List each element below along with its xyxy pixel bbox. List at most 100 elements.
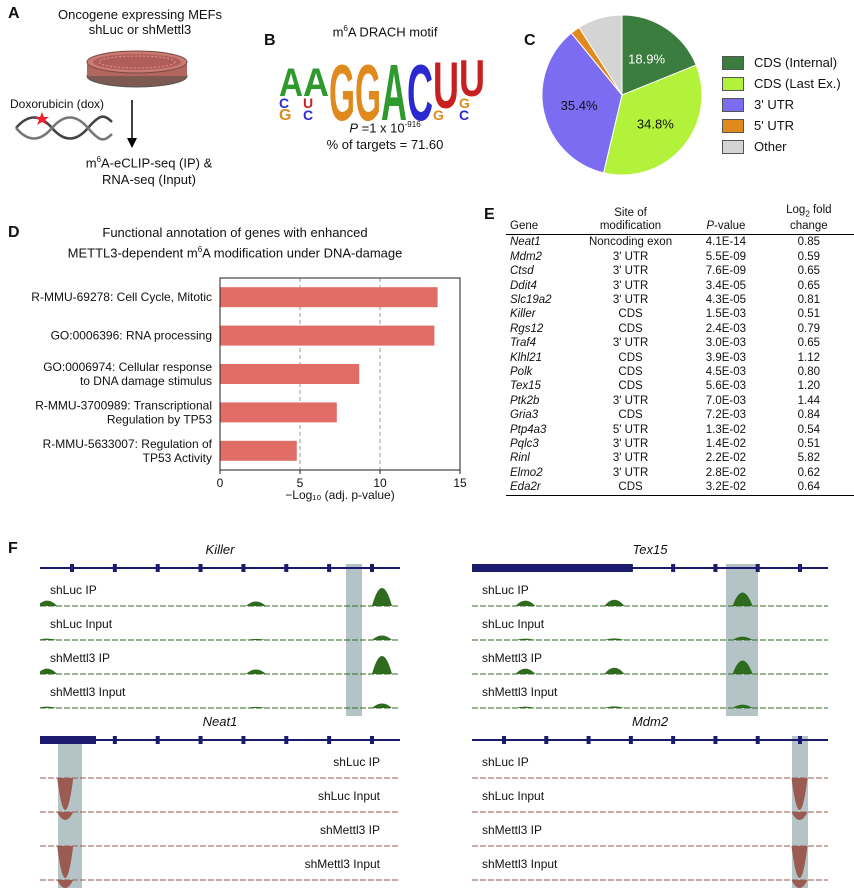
svg-text:C: C [279, 95, 289, 111]
cell-lfc: 0.80 [797, 365, 821, 378]
table-row: Pqlc3 3' UTR 1.4E-02 0.51 [506, 437, 854, 451]
coverage-peak [604, 638, 625, 640]
legend-label: 5' UTR [754, 118, 795, 133]
bar-category-label: GO:0006974: Cellular response [43, 360, 212, 374]
track-row-label: shMettl3 IP [50, 651, 110, 665]
cell-pval: 3.2E-02 [705, 481, 747, 494]
cell-site: CDS [618, 351, 643, 364]
track-row-label: shLuc Input [50, 617, 113, 631]
legend-item: CDS (Last Ex.) [722, 73, 841, 94]
cell-site: 3' UTR [612, 394, 649, 407]
legend-swatch [722, 97, 744, 112]
track-gene-title: Killer [205, 542, 235, 557]
gene-table-wrap: Gene Site of modification P-value Log2 fo… [506, 204, 854, 496]
header-pvalue: P-value [706, 220, 746, 233]
panel-d-title-line1: Functional annotation of genes with enha… [102, 225, 368, 240]
bar-0 [220, 287, 438, 308]
coverage-peak [791, 812, 808, 820]
pie-value-label-0: 18.9% [628, 52, 665, 67]
cell-pval: 7.0E-03 [705, 394, 747, 407]
exon [755, 564, 760, 572]
motif-letter-7: U [433, 48, 459, 122]
bar-category-label: R-MMU-3700989: Transcriptional [35, 398, 212, 412]
cell-gene: Ddit4 [510, 279, 537, 292]
cell-lfc: 0.65 [797, 337, 821, 350]
table-row: Neat1 Noncoding exon 4.1E-14 0.85 [506, 235, 854, 250]
coverage-peak [57, 778, 74, 810]
coverage-peak [604, 706, 625, 708]
cell-lfc: 0.51 [797, 308, 821, 321]
bar-3 [220, 402, 337, 423]
cell-site: 3' UTR [612, 466, 649, 479]
legend-label: Other [754, 139, 787, 154]
svg-text:G: G [433, 107, 444, 122]
svg-text:U: U [303, 95, 313, 111]
cell-pval: 4.1E-14 [705, 236, 747, 249]
cell-pval: 1.5E-03 [705, 308, 747, 321]
legend-label: 3' UTR [754, 97, 795, 112]
gene-table-header: Gene Site of modification P-value Log2 fo… [506, 204, 854, 235]
coverage-peak [515, 668, 536, 674]
cell-lfc: 0.59 [797, 250, 821, 263]
dox-label: Doxorubicin (dox) [10, 97, 105, 111]
cell-gene: Neat1 [510, 236, 541, 249]
cell-lfc: 5.82 [797, 452, 821, 465]
genome-track-tex15: shLuc IP shLuc Input shMettl3 IP shMettl3 I… [472, 564, 828, 716]
bar-category-label: R-MMU-5633007: Regulation of [43, 437, 213, 451]
table-row: Ptp4a3 5' UTR 1.3E-02 0.54 [506, 423, 854, 437]
motif-title-rest: A DRACH motif [347, 24, 438, 40]
cell-gene: Mdm2 [510, 250, 542, 263]
panel-a-title-line1: Oncogene expressing MEFs [57, 7, 223, 22]
cell-pval: 2.8E-02 [705, 466, 747, 479]
track-row-label: shLuc IP [482, 755, 529, 769]
coverage-peak [40, 706, 58, 708]
cell-gene: Rgs12 [510, 322, 544, 335]
bar-chart: R-MMU-69278: Cell Cycle, Mitotic GO:00063… [31, 277, 467, 490]
bar-2 [220, 364, 360, 384]
out-m: m [85, 155, 97, 171]
cell-site: 3' UTR [612, 250, 649, 263]
coverage-peak [40, 668, 58, 674]
track-gene-title: Tex15 [632, 542, 668, 557]
exon [70, 564, 74, 572]
cell-site: CDS [618, 365, 643, 378]
header-lfc: Log2 fold change [786, 204, 832, 233]
table-row: Ptk2b 3' UTR 7.0E-03 1.44 [506, 394, 854, 408]
pie-slice-1 [602, 64, 703, 176]
panel-d-title-sup: 6 [197, 245, 203, 254]
cell-gene: Ptk2b [510, 394, 540, 407]
legend-item: Other [722, 136, 841, 157]
out-line2: RNA-seq (Input) [102, 172, 196, 188]
genome-track-neat1: shLuc IP shLuc Input shMettl3 IP shMettl3 I… [40, 736, 400, 888]
legend-item: 5' UTR [722, 115, 841, 136]
track-row-label: shMettl3 IP [482, 651, 542, 665]
exon [798, 564, 802, 572]
cell-gene: Gria3 [510, 409, 539, 422]
exon [112, 736, 117, 744]
table-row: Ddit4 3' UTR 3.4E-05 0.65 [506, 279, 854, 293]
cell-pval: 1.3E-02 [705, 423, 747, 436]
table-row: Klhl21 CDS 3.9E-03 1.12 [506, 351, 854, 365]
legend-swatch [722, 55, 744, 70]
cell-site: 3' UTR [612, 293, 649, 306]
coverage-peak [246, 706, 266, 708]
cell-lfc: 0.54 [797, 423, 821, 436]
svg-text:C: C [303, 107, 313, 122]
cell-gene: Slc19a2 [510, 293, 552, 306]
pie-chart: 18.9% 34.8% 35.4% [541, 14, 703, 176]
svg-text:G: G [279, 107, 291, 122]
table-row: Eda2r CDS 3.2E-02 0.64 [506, 480, 854, 495]
x-tick-label: 5 [297, 476, 304, 490]
exon [198, 564, 203, 572]
cell-pval: 7.6E-09 [705, 265, 747, 278]
coverage-peak [604, 667, 625, 674]
coverage-peak [791, 778, 808, 810]
coverage-peak [246, 669, 266, 674]
exon [671, 736, 676, 744]
cell-site: CDS [618, 322, 643, 335]
exon [284, 736, 289, 744]
motif-p-letter: P [349, 120, 359, 136]
cell-gene: Polk [510, 365, 533, 378]
motif-letter-4: G [355, 48, 381, 122]
cell-gene: Klhl21 [510, 351, 542, 364]
